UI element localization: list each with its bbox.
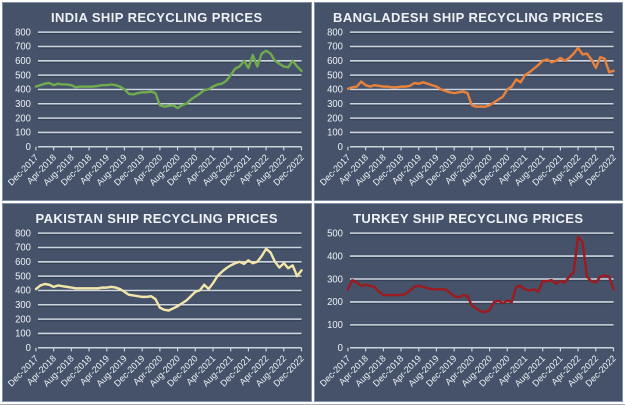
svg-text:500: 500 (15, 271, 31, 282)
bangladesh-line-chart: 0100200300400500600700800Dec-2017Apr-201… (317, 27, 617, 187)
svg-text:800: 800 (15, 228, 31, 239)
svg-text:400: 400 (327, 85, 343, 96)
svg-text:500: 500 (327, 228, 343, 239)
svg-text:700: 700 (327, 42, 343, 53)
svg-text:0: 0 (337, 142, 342, 153)
svg-text:600: 600 (327, 56, 343, 67)
svg-text:600: 600 (15, 257, 31, 268)
svg-text:400: 400 (15, 85, 31, 96)
chart-panel-turkey: TURKEY SHIP RECYCLING PRICES 0 100 200 300 4… (313, 203, 623, 402)
svg-text:700: 700 (15, 42, 31, 53)
chart-panel-india: INDIA SHIP RECYCLING PRICES 0 100 200 300 40… (2, 2, 312, 201)
pakistan-chart-title: PAKISTAN SHIP RECYCLING PRICES (35, 211, 278, 226)
svg-text:400: 400 (327, 251, 343, 262)
svg-text:500: 500 (327, 70, 343, 81)
svg-text:200: 200 (15, 314, 31, 325)
svg-text:0: 0 (26, 142, 31, 153)
svg-text:300: 300 (327, 99, 343, 110)
svg-text:500: 500 (15, 70, 31, 81)
chart-panel-pakistan: PAKISTAN SHIP RECYCLING PRICES 0 100 200 30… (2, 203, 312, 402)
india-line-chart: 0100200300400500600700800Dec-2017Apr-201… (6, 27, 306, 187)
svg-text:200: 200 (15, 113, 31, 124)
svg-text:800: 800 (15, 27, 31, 38)
svg-text:600: 600 (15, 56, 31, 67)
svg-text:100: 100 (15, 128, 31, 139)
svg-text:800: 800 (327, 27, 343, 38)
svg-text:100: 100 (15, 329, 31, 340)
svg-text:100: 100 (327, 128, 343, 139)
svg-text:200: 200 (327, 113, 343, 124)
svg-text:100: 100 (327, 320, 343, 331)
svg-text:300: 300 (327, 274, 343, 285)
turkey-chart-title: TURKEY SHIP RECYCLING PRICES (353, 211, 584, 226)
svg-text:0: 0 (337, 343, 342, 354)
bangladesh-chart-title: BANGLADESH SHIP RECYCLING PRICES (333, 10, 604, 25)
turkey-line-chart: 0100200300400500Dec-2017Apr-2018Aug-2018… (317, 228, 617, 388)
svg-text:300: 300 (15, 99, 31, 110)
svg-text:300: 300 (15, 300, 31, 311)
svg-text:0: 0 (26, 343, 31, 354)
svg-text:400: 400 (15, 286, 31, 297)
india-chart-title: INDIA SHIP RECYCLING PRICES (50, 10, 263, 25)
svg-text:700: 700 (15, 243, 31, 254)
chart-panel-bangladesh: BANGLADESH SHIP RECYCLING PRICES 0 100 200… (313, 2, 623, 201)
pakistan-line-chart: 0100200300400500600700800Dec-2017Apr-201… (6, 228, 306, 388)
svg-text:200: 200 (327, 297, 343, 308)
